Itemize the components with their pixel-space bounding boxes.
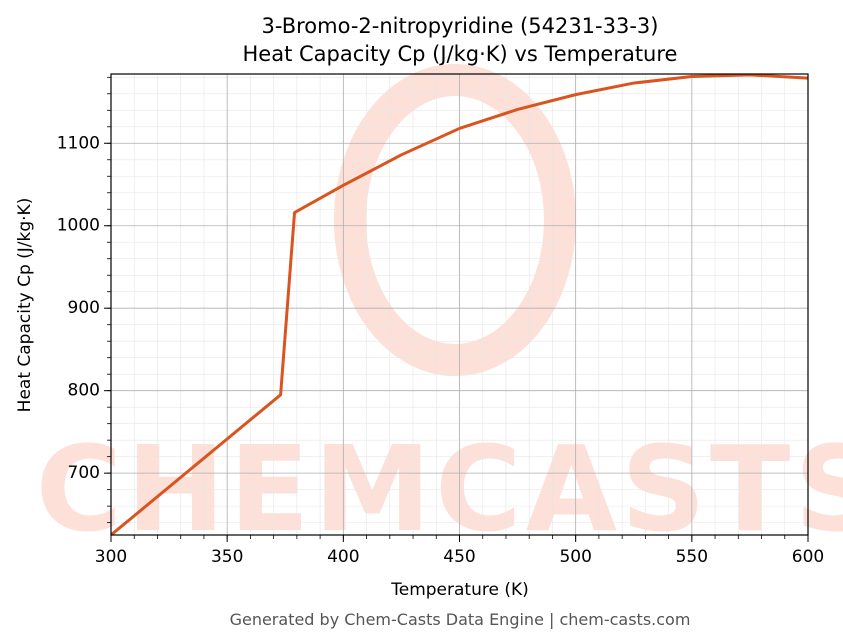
plot-frame bbox=[110, 73, 809, 536]
y-tick-label: 900 bbox=[68, 298, 100, 318]
y-tick-label: 1100 bbox=[57, 133, 100, 153]
data-line bbox=[111, 74, 808, 535]
watermark-logo bbox=[334, 64, 576, 376]
x-tick-label: 350 bbox=[211, 547, 243, 567]
x-tick-label: 400 bbox=[327, 547, 359, 567]
y-axis-label: Heat Capacity Cp (J/kg·K) bbox=[15, 198, 35, 413]
chart-title: 3-Bromo-2-nitropyridine (54231-33-3) bbox=[262, 14, 659, 38]
chart-subtitle: Heat Capacity Cp (J/kg·K) vs Temperature bbox=[243, 42, 678, 66]
y-tick-label: 1000 bbox=[57, 216, 100, 236]
x-axis-label: Temperature (K) bbox=[390, 580, 529, 600]
y-tick-label: 800 bbox=[68, 381, 100, 401]
y-tick-label: 700 bbox=[68, 463, 100, 483]
x-tick-label: 550 bbox=[676, 547, 708, 567]
x-tick-label: 500 bbox=[559, 547, 591, 567]
x-tick-label: 450 bbox=[443, 547, 475, 567]
watermark: CHEMCASTS bbox=[36, 420, 843, 558]
x-tick-label: 600 bbox=[792, 547, 824, 567]
x-tick-label: 300 bbox=[95, 547, 127, 567]
footer: Generated by Chem-Casts Data Engine | ch… bbox=[230, 610, 691, 629]
